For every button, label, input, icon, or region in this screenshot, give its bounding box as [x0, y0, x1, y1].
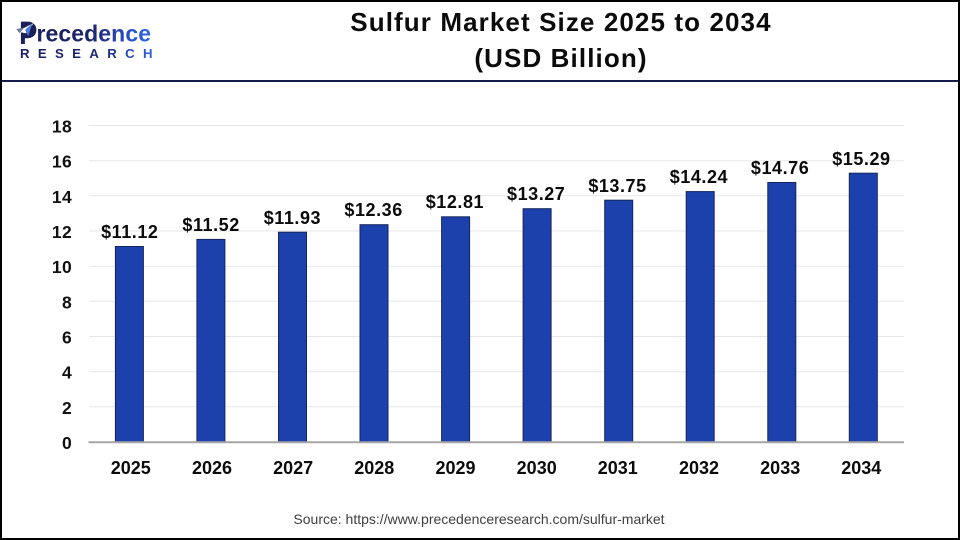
svg-text:recedence: recedence [37, 21, 152, 47]
svg-text:2030: 2030 [517, 458, 557, 478]
svg-text:2032: 2032 [679, 458, 719, 478]
svg-text:$14.76: $14.76 [751, 158, 809, 178]
svg-text:12: 12 [52, 222, 72, 242]
svg-text:8: 8 [62, 292, 72, 312]
svg-text:2033: 2033 [760, 458, 800, 478]
svg-text:2028: 2028 [354, 458, 394, 478]
svg-text:18: 18 [52, 117, 72, 137]
svg-text:14: 14 [52, 187, 72, 207]
svg-text:$11.12: $11.12 [101, 222, 158, 242]
svg-text:$12.36: $12.36 [344, 200, 402, 220]
svg-text:2027: 2027 [273, 458, 313, 478]
svg-text:$11.52: $11.52 [182, 215, 239, 235]
svg-text:RESEARCH: RESEARCH [20, 46, 160, 61]
svg-text:2031: 2031 [598, 458, 638, 478]
svg-text:2025: 2025 [111, 458, 151, 478]
svg-text:16: 16 [52, 152, 72, 172]
svg-text:2026: 2026 [192, 458, 232, 478]
svg-text:6: 6 [62, 328, 72, 348]
svg-text:$11.93: $11.93 [264, 208, 321, 228]
svg-text:2029: 2029 [435, 458, 475, 478]
svg-text:$15.29: $15.29 [832, 149, 890, 169]
svg-text:0: 0 [62, 433, 72, 453]
svg-text:2: 2 [62, 398, 72, 418]
svg-text:$13.27: $13.27 [507, 184, 565, 204]
svg-text:4: 4 [62, 363, 72, 383]
svg-text:$14.24: $14.24 [670, 167, 728, 187]
svg-text:$13.75: $13.75 [588, 176, 646, 196]
svg-text:$12.81: $12.81 [426, 192, 484, 212]
svg-text:2034: 2034 [841, 458, 881, 478]
svg-text:10: 10 [52, 257, 72, 277]
